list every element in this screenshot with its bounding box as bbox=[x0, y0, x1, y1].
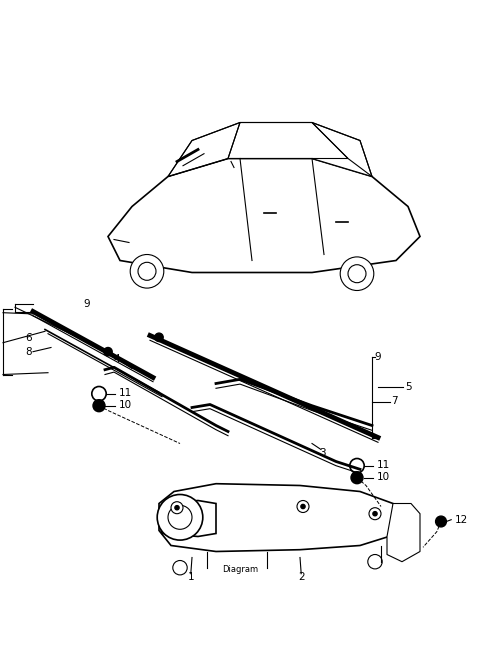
Text: 9: 9 bbox=[375, 351, 381, 362]
Text: 10: 10 bbox=[377, 471, 390, 482]
Circle shape bbox=[351, 472, 363, 484]
Circle shape bbox=[369, 507, 381, 520]
Circle shape bbox=[171, 501, 183, 514]
Circle shape bbox=[130, 254, 164, 288]
Text: 10: 10 bbox=[119, 399, 132, 409]
Circle shape bbox=[155, 333, 163, 341]
Circle shape bbox=[297, 500, 309, 513]
Text: 2: 2 bbox=[298, 572, 304, 583]
Circle shape bbox=[436, 516, 446, 527]
Circle shape bbox=[157, 494, 203, 540]
Text: 11: 11 bbox=[377, 459, 390, 469]
Polygon shape bbox=[387, 503, 420, 561]
Text: Diagram: Diagram bbox=[222, 565, 258, 574]
Polygon shape bbox=[168, 123, 372, 177]
Circle shape bbox=[104, 347, 112, 356]
Polygon shape bbox=[108, 159, 420, 273]
Text: 9: 9 bbox=[84, 299, 90, 308]
Polygon shape bbox=[159, 484, 401, 552]
Text: 7: 7 bbox=[392, 397, 398, 407]
Polygon shape bbox=[159, 500, 216, 536]
Circle shape bbox=[340, 257, 374, 291]
Text: 11: 11 bbox=[119, 387, 132, 397]
Text: 3: 3 bbox=[320, 447, 326, 457]
Text: 1: 1 bbox=[188, 572, 194, 583]
Circle shape bbox=[175, 505, 179, 510]
Circle shape bbox=[373, 511, 377, 516]
Text: 4: 4 bbox=[114, 355, 120, 364]
Circle shape bbox=[93, 400, 105, 412]
Circle shape bbox=[301, 504, 305, 509]
Text: 5: 5 bbox=[405, 382, 411, 391]
Text: 8: 8 bbox=[25, 347, 32, 357]
Text: 12: 12 bbox=[455, 515, 468, 525]
Text: 6: 6 bbox=[25, 333, 32, 343]
